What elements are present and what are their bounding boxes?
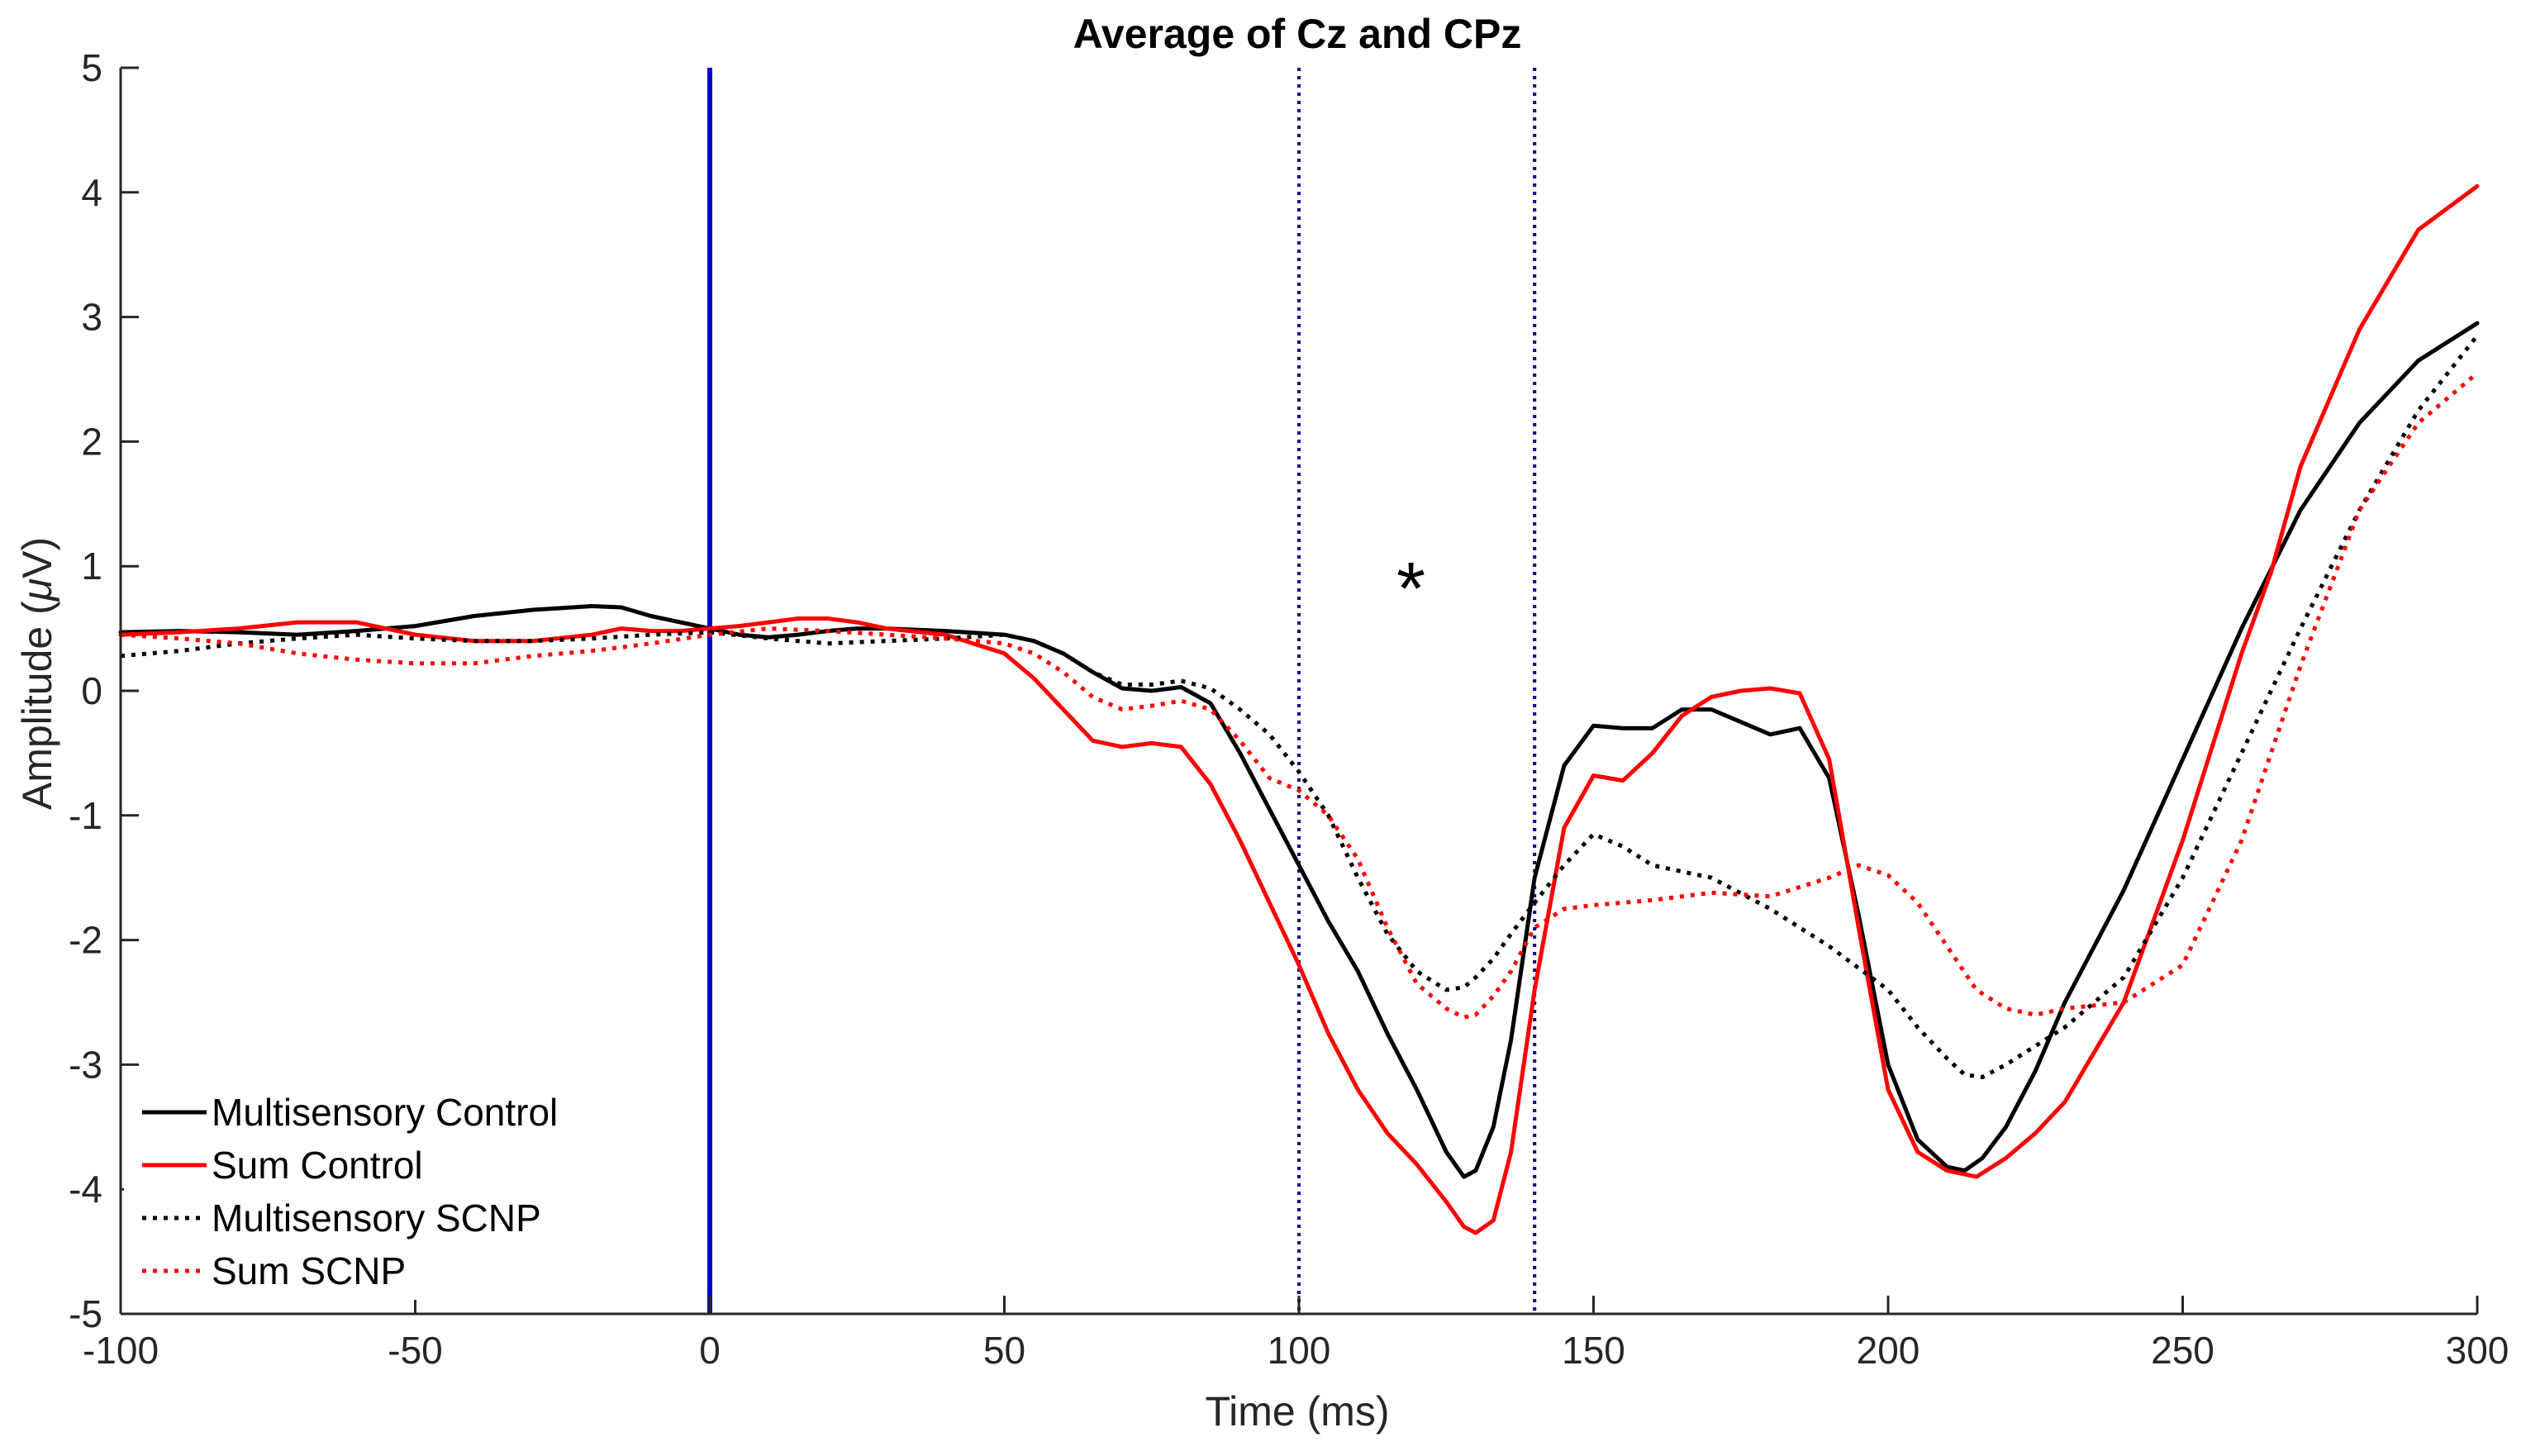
y-tick-labels: -5 -4 -3 -2 -1 0 1 2 3 4 5 <box>69 46 102 1335</box>
significance-asterisk: * <box>1396 548 1425 630</box>
y-tick-label: 1 <box>81 545 102 588</box>
y-tick-label: -4 <box>69 1168 102 1211</box>
legend: Multisensory Control Sum Control Multisens… <box>124 1070 620 1300</box>
y-tick-label: -5 <box>69 1292 102 1335</box>
y-axis-label: Amplitude (μV) <box>14 537 60 810</box>
legend-label: Sum Control <box>212 1144 423 1187</box>
y-tick-label: -3 <box>69 1043 102 1086</box>
y-tick-label: 2 <box>81 420 102 463</box>
x-tick-label: -100 <box>83 1329 159 1372</box>
x-axis-label: Time (ms) <box>1205 1388 1389 1435</box>
series-layer <box>118 183 2480 1235</box>
x-tick-label: 100 <box>1268 1329 1331 1372</box>
chart-title: Average of Cz and CPz <box>1073 11 1522 57</box>
x-tick-label: 150 <box>1562 1329 1625 1372</box>
x-tick-label: -50 <box>388 1329 442 1372</box>
legend-label: Sum SCNP <box>212 1249 406 1292</box>
x-tick-label: 300 <box>2446 1329 2509 1372</box>
legend-label: Multisensory SCNP <box>212 1197 541 1240</box>
y-tick-label: 0 <box>81 669 102 712</box>
x-tick-labels: -100 -50 0 50 100 150 200 250 300 <box>83 1329 2509 1372</box>
y-tick-label: -1 <box>69 794 102 837</box>
vertical-markers <box>707 68 1537 1314</box>
x-tick-label: 250 <box>2151 1329 2214 1372</box>
x-tick-label: 50 <box>983 1329 1025 1372</box>
legend-label: Multisensory Control <box>212 1091 558 1134</box>
y-tick-label: 4 <box>81 171 102 214</box>
series-line-sum-control <box>118 183 2480 1235</box>
y-axis-label-mu: μ <box>14 578 60 602</box>
series-line-multisensory-control <box>118 321 2480 1179</box>
series-line-multisensory-scnp <box>120 334 2479 1079</box>
y-axis-label-prefix: Amplitude ( <box>14 601 60 810</box>
x-tick-label: 200 <box>1857 1329 1920 1372</box>
y-tick-label: 5 <box>81 46 102 89</box>
x-tick-label: 0 <box>699 1329 721 1372</box>
y-tick-label: 3 <box>81 296 102 339</box>
annotations: * <box>1396 548 1425 630</box>
plot-area: * <box>118 66 2480 1316</box>
legend-box <box>124 1070 620 1300</box>
y-tick-label: -2 <box>69 919 102 962</box>
y-axis-label-suffix: V) <box>14 537 60 578</box>
